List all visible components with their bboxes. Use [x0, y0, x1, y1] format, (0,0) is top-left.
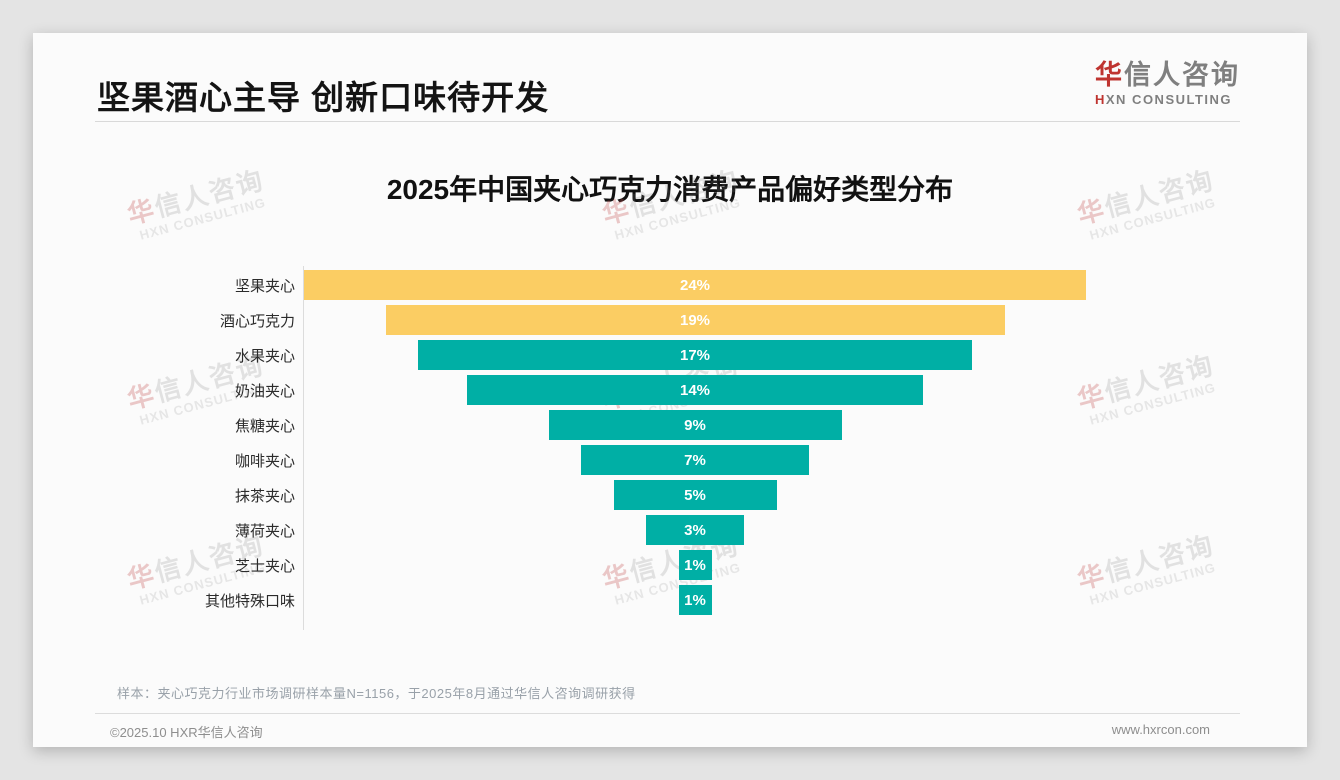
chart-title: 2025年中国夹心巧克力消费产品偏好类型分布: [386, 174, 954, 205]
funnel-bar: 17%: [418, 340, 972, 370]
category-label: 奶油夹心: [234, 382, 295, 400]
funnel-bar: 5%: [613, 480, 777, 510]
bar-track: 3%: [304, 515, 1086, 545]
bar-value-label: 17%: [679, 346, 711, 364]
bar-value-label: 24%: [679, 276, 711, 294]
footer-divider: [95, 713, 1240, 714]
bar-value-label: 19%: [679, 311, 711, 329]
funnel-bar: 7%: [581, 445, 809, 475]
bar-value-label: 14%: [679, 381, 711, 399]
category-label: 抹茶夹心: [234, 487, 295, 505]
funnel-bar: 1%: [678, 585, 712, 615]
header-divider: [95, 121, 1240, 122]
bar-value-label: 7%: [684, 451, 706, 469]
category-label: 坚果夹心: [234, 277, 295, 295]
page-title: 坚果酒心主导 创新口味待开发: [97, 79, 550, 116]
chart-row: 咖啡夹心 7%: [33, 445, 1307, 475]
funnel-bar: 3%: [646, 515, 744, 545]
footer-copyright: ©2025.10 HXR华信人咨询: [110, 725, 263, 740]
footer-website: www.hxrcon.com: [1111, 722, 1210, 737]
chart-row: 坚果夹心 24%: [33, 270, 1307, 300]
funnel-chart: 坚果夹心 24% 酒心巧克力 19% 水果夹心 17% 奶油夹心 14% 焦糖夹心 9% 咖啡夹心 7…: [33, 270, 1307, 615]
sample-note: 样本：夹心巧克力行业市场调研样本量N=1156，于2025年8月通过华信人咨询调…: [117, 686, 636, 701]
chart-row: 酒心巧克力 19%: [33, 305, 1307, 335]
category-label: 芝士夹心: [234, 557, 295, 575]
bar-value-label: 1%: [684, 556, 706, 574]
category-label: 薄荷夹心: [234, 522, 295, 540]
chart-row: 芝士夹心 1%: [33, 550, 1307, 580]
bar-track: 19%: [304, 305, 1086, 335]
bar-track: 7%: [304, 445, 1086, 475]
funnel-bar: 1%: [678, 550, 712, 580]
funnel-bar: 14%: [467, 375, 923, 405]
slide-card: 坚果酒心主导 创新口味待开发 华信人咨询 HXN CONSULTING 华信人咨…: [33, 33, 1307, 747]
company-logo: 华信人咨询 HXN CONSULTING: [1095, 60, 1240, 107]
funnel-bar: 24%: [304, 270, 1086, 300]
logo-english-text: HXN CONSULTING: [1095, 91, 1233, 107]
bar-track: 24%: [304, 270, 1086, 300]
bar-track: 14%: [304, 375, 1086, 405]
chart-axis-line: [303, 266, 304, 630]
chart-row: 抹茶夹心 5%: [33, 480, 1307, 510]
funnel-bar: 9%: [548, 410, 842, 440]
bar-value-label: 3%: [684, 521, 706, 539]
bar-track: 1%: [304, 585, 1086, 615]
bar-track: 17%: [304, 340, 1086, 370]
category-label: 水果夹心: [234, 347, 295, 365]
bar-value-label: 1%: [684, 591, 706, 609]
chart-row: 水果夹心 17%: [33, 340, 1307, 370]
bar-value-label: 5%: [684, 486, 706, 504]
category-label: 其他特殊口味: [204, 592, 295, 610]
bar-track: 5%: [304, 480, 1086, 510]
bar-track: 9%: [304, 410, 1086, 440]
category-label: 酒心巧克力: [219, 312, 295, 330]
logo-chinese-text: 华信人咨询: [1095, 60, 1240, 90]
category-label: 焦糖夹心: [234, 417, 295, 435]
category-label: 咖啡夹心: [234, 452, 295, 470]
chart-row: 其他特殊口味 1%: [33, 585, 1307, 615]
funnel-bar: 19%: [385, 305, 1005, 335]
chart-row: 奶油夹心 14%: [33, 375, 1307, 405]
bar-value-label: 9%: [684, 416, 706, 434]
chart-row: 焦糖夹心 9%: [33, 410, 1307, 440]
bar-track: 1%: [304, 550, 1086, 580]
chart-row: 薄荷夹心 3%: [33, 515, 1307, 545]
